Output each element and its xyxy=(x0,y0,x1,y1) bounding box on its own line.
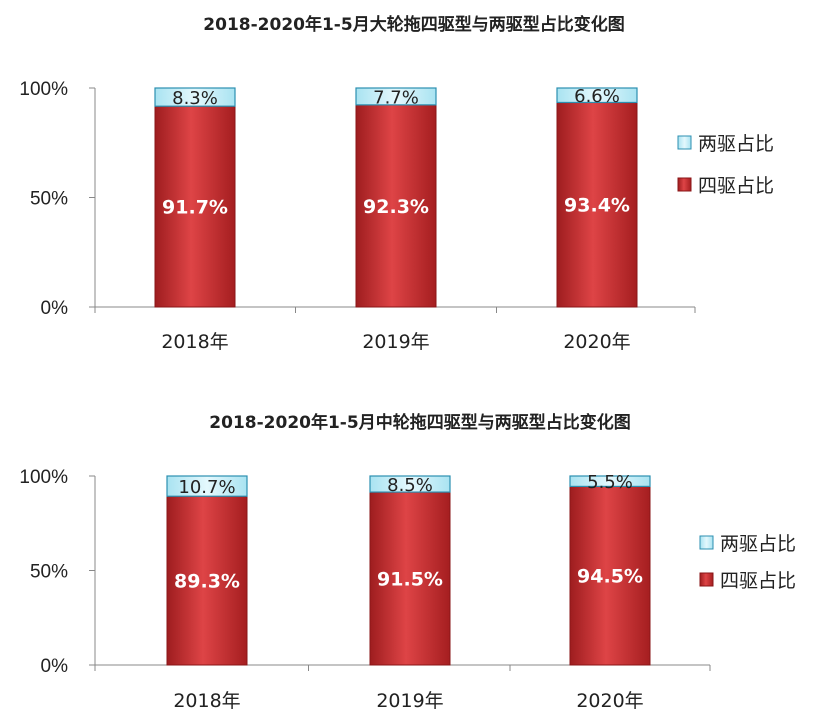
x-category-label: 2020年 xyxy=(576,690,643,712)
bar-2wd xyxy=(369,475,451,493)
bar-2wd xyxy=(166,475,248,497)
chart-medium-tractor: 2018-2020年1-5月中轮拖四驱型与两驱型占比变化图 0% 50% 100% 89… xyxy=(0,395,829,715)
data-label-2wd: 10.7% xyxy=(178,477,235,498)
legend-label: 两驱占比 xyxy=(720,533,796,555)
bar-4wd xyxy=(166,495,248,666)
y-tick-label: 0% xyxy=(41,656,69,677)
bar-4wd xyxy=(154,105,236,308)
data-label-2wd: 8.3% xyxy=(172,88,218,109)
data-label-2wd: 6.6% xyxy=(574,86,620,107)
chart-svg: 2018-2020年1-5月中轮拖四驱型与两驱型占比变化图 0% 50% 100% 89… xyxy=(19,412,796,712)
data-label-2wd: 8.5% xyxy=(387,475,433,496)
legend-swatch xyxy=(677,135,692,150)
data-label-4wd: 92.3% xyxy=(363,196,429,218)
data-label-4wd: 91.5% xyxy=(377,569,443,591)
x-category-label: 2018年 xyxy=(161,331,228,353)
x-category-label: 2018年 xyxy=(173,690,240,712)
y-tick-label: 100% xyxy=(19,79,68,100)
data-label-4wd: 89.3% xyxy=(174,571,240,593)
y-tick-label: 0% xyxy=(41,298,69,319)
data-label-4wd: 93.4% xyxy=(564,195,630,217)
x-category-label: 2019年 xyxy=(376,690,443,712)
bar-2wd xyxy=(569,475,651,487)
chart-large-tractor: 2018-2020年1-5月大轮拖四驱型与两驱型占比变化图 0% 50% 100% 91… xyxy=(19,14,774,353)
y-tick-label: 100% xyxy=(19,467,68,488)
bar-4wd xyxy=(569,485,651,666)
data-label-4wd: 94.5% xyxy=(577,566,643,588)
legend-label: 四驱占比 xyxy=(698,175,774,197)
bar-2wd xyxy=(556,87,638,104)
legend-label: 两驱占比 xyxy=(698,133,774,155)
bar-2wd xyxy=(355,87,437,106)
legend-swatch xyxy=(699,535,714,550)
x-category-label: 2019年 xyxy=(362,331,429,353)
bar-2wd xyxy=(154,87,236,107)
bar-4wd xyxy=(556,101,638,308)
legend-swatch xyxy=(699,572,714,587)
chart-svg: 2018-2020年1-5月大轮拖四驱型与两驱型占比变化图 0% 50% 100% 91… xyxy=(19,14,774,353)
chart-title: 2018-2020年1-5月大轮拖四驱型与两驱型占比变化图 xyxy=(203,14,624,35)
legend-swatch xyxy=(677,177,692,192)
bar-4wd xyxy=(369,491,451,666)
bar-4wd xyxy=(355,104,437,308)
data-label-2wd: 5.5% xyxy=(587,472,633,493)
y-tick-label: 50% xyxy=(30,562,68,583)
chart-title: 2018-2020年1-5月中轮拖四驱型与两驱型占比变化图 xyxy=(209,412,630,433)
y-tick-label: 50% xyxy=(30,189,68,210)
x-category-label: 2020年 xyxy=(563,331,630,353)
legend-label: 四驱占比 xyxy=(720,570,796,592)
data-label-2wd: 7.7% xyxy=(373,87,419,108)
data-label-4wd: 91.7% xyxy=(162,197,228,219)
